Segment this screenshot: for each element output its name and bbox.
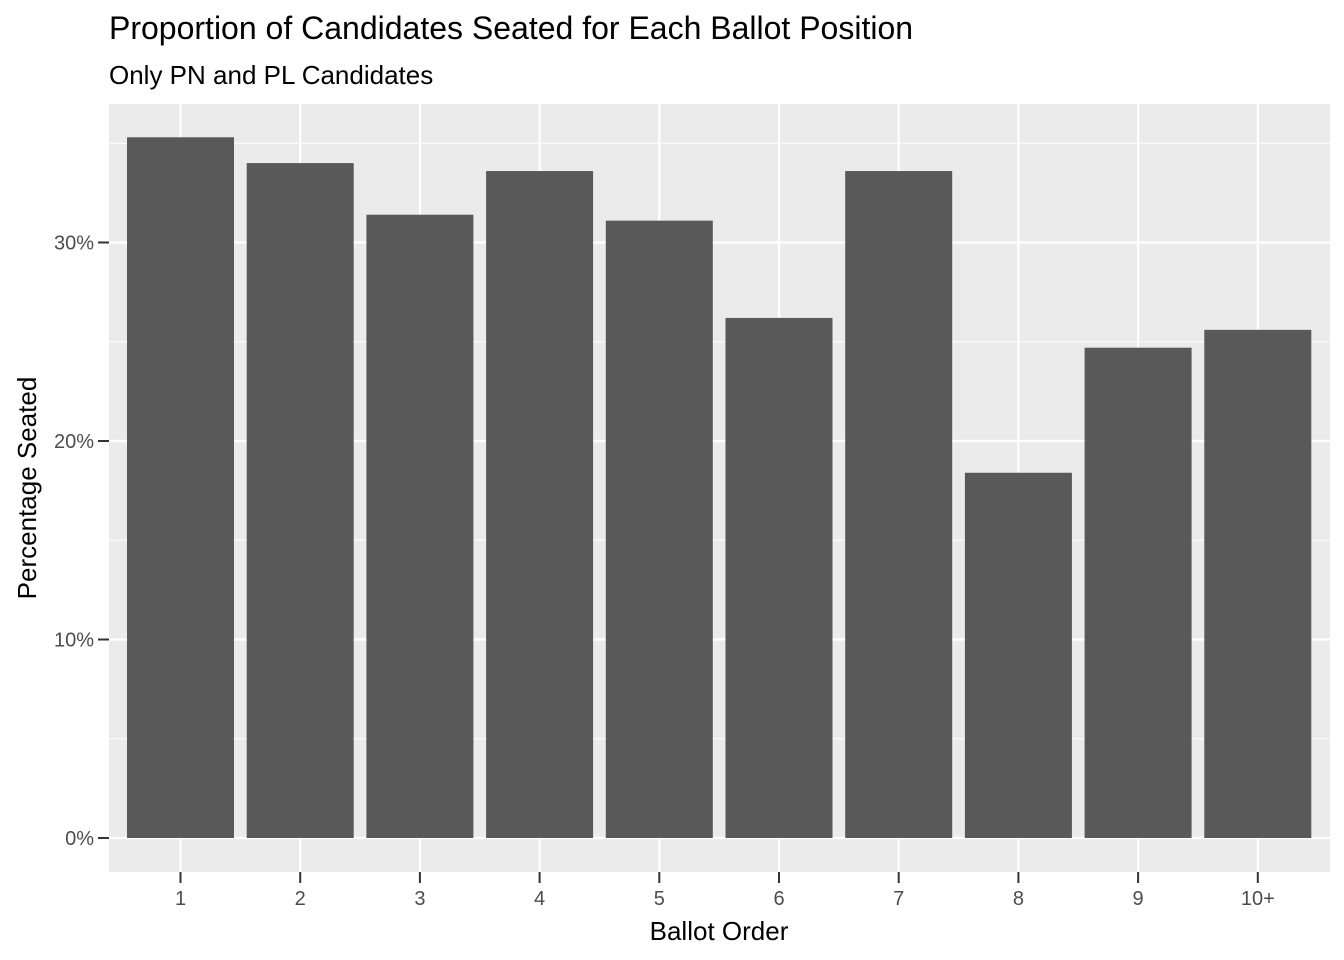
bar [366,214,474,838]
x-axis-title: Ballot Order [650,916,789,946]
chart-subtitle: Only PN and PL Candidates [109,60,434,90]
bar [845,171,953,839]
x-tick-label: 4 [534,888,545,910]
bar [605,220,713,839]
x-tick-label: 9 [1133,888,1144,910]
y-axis: 0% 10% 20% 30% [54,233,109,850]
y-tick-label: 20% [54,431,94,453]
bar [246,163,354,839]
x-tick-label: 1 [175,888,186,910]
bars [127,137,1312,839]
bar [964,472,1072,838]
bar [127,137,234,839]
bar [1204,329,1312,838]
bar [486,171,594,839]
bar [725,317,833,838]
y-tick-label: 10% [54,630,94,652]
y-tick-label: 0% [65,828,94,850]
chart-title: Proportion of Candidates Seated for Each… [109,10,914,46]
x-axis: 1 2 3 4 5 6 7 8 9 10+ [175,872,1275,910]
x-tick-label: 7 [893,888,904,910]
bar [1084,347,1192,838]
x-tick-label: 8 [1013,888,1024,910]
y-axis-title: Percentage Seated [12,377,42,600]
x-tick-label: 10+ [1241,888,1275,910]
x-tick-label: 2 [295,888,306,910]
x-tick-label: 6 [773,888,784,910]
x-tick-label: 5 [654,888,665,910]
x-tick-label: 3 [414,888,425,910]
y-tick-label: 30% [54,233,94,255]
